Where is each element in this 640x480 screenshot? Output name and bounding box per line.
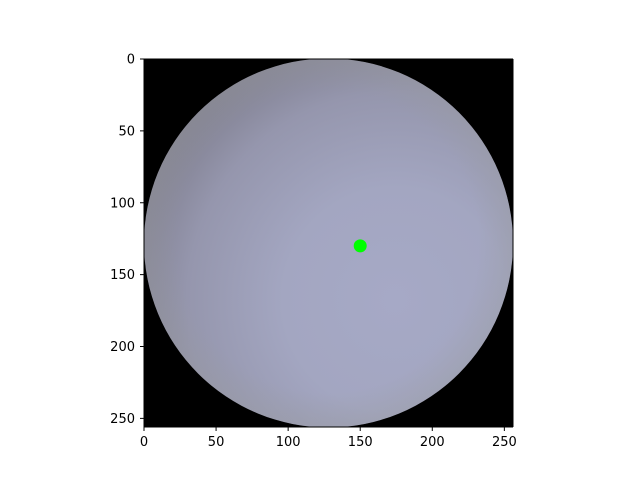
scatter-point: [354, 239, 367, 252]
x-tick-label: 50: [208, 435, 225, 450]
y-tick-label: 150: [110, 268, 135, 283]
scatter-points: [354, 239, 367, 252]
x-tick-label: 250: [492, 435, 517, 450]
y-tick-label: 0: [127, 53, 135, 68]
x-tick-label: 150: [348, 435, 373, 450]
y-tick-label: 50: [118, 124, 135, 139]
x-tick-label: 200: [420, 435, 445, 450]
y-tick-label: 100: [110, 196, 135, 211]
x-tick-label: 100: [276, 435, 301, 450]
sphere-rim-shading: [144, 59, 513, 428]
plot-area: [144, 59, 513, 428]
y-tick-label: 200: [110, 340, 135, 355]
x-tick-label: 0: [140, 435, 148, 450]
y-tick-label: 250: [110, 412, 135, 427]
